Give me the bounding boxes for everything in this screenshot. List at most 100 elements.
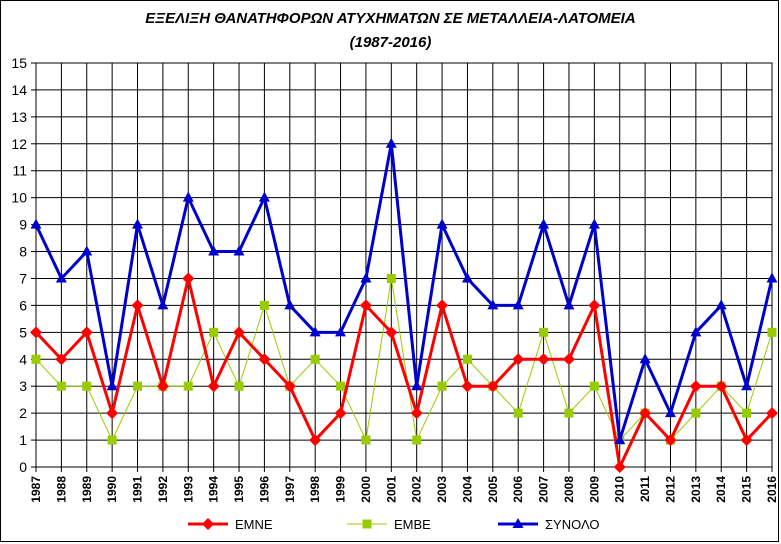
x-tick-label: 1994 <box>207 476 221 503</box>
x-tick-label: 2000 <box>359 476 373 503</box>
data-point <box>258 191 270 202</box>
data-point <box>715 380 728 393</box>
chart-subtitle: (1987-2016) <box>349 34 432 51</box>
data-point <box>639 353 651 364</box>
x-tick-label: 1988 <box>54 476 68 503</box>
data-point <box>436 299 449 312</box>
data-point <box>410 407 423 420</box>
data-point <box>259 300 269 310</box>
data-point <box>209 327 219 337</box>
data-point <box>589 381 599 391</box>
data-point <box>208 245 220 256</box>
data-point <box>359 299 372 312</box>
legend-marker <box>512 518 524 528</box>
data-point <box>742 408 752 418</box>
data-point <box>81 245 93 256</box>
chart-title: ΕΞΕΛΙΞΗ ΘΑΝΑΤΗΦΟΡΩΝ ΑΤΥΧΗΜΑΤΩΝ ΣΕ ΜΕΤΑΛΛ… <box>145 10 636 27</box>
data-point <box>360 272 372 283</box>
series-line-0 <box>34 276 774 469</box>
y-tick-label: 13 <box>11 109 27 125</box>
data-point <box>741 380 753 391</box>
data-point <box>284 299 296 310</box>
data-point <box>486 380 499 393</box>
data-point <box>690 326 702 337</box>
data-point <box>767 327 777 337</box>
y-tick-label: 2 <box>19 405 27 421</box>
data-point <box>412 435 422 445</box>
x-tick-label: 1998 <box>308 476 322 503</box>
x-tick-label: 1987 <box>29 476 43 503</box>
x-tick-label: 2002 <box>410 476 424 503</box>
data-point <box>639 407 652 420</box>
data-point <box>80 326 93 339</box>
data-point <box>461 380 474 393</box>
y-tick-label: 6 <box>19 297 27 313</box>
x-tick-label: 1990 <box>105 476 119 503</box>
x-tick-label: 1992 <box>156 476 170 503</box>
data-point <box>283 380 296 393</box>
data-point <box>233 245 245 256</box>
legend-label: ΕΜΒΕ <box>394 517 431 532</box>
x-tick-label: 1996 <box>257 476 271 503</box>
data-point <box>664 434 677 447</box>
data-point <box>689 380 702 393</box>
y-tick-label: 8 <box>19 244 27 260</box>
x-tick-label: 2003 <box>435 476 449 503</box>
data-point <box>258 353 271 366</box>
data-point <box>361 435 371 445</box>
data-point <box>614 434 626 445</box>
data-point <box>588 299 601 312</box>
data-point <box>512 299 524 310</box>
data-point <box>538 218 550 229</box>
x-tick-label: 1989 <box>80 476 94 503</box>
legend-label: ΕΜΝΕ <box>235 517 273 532</box>
x-tick-label: 2013 <box>689 476 703 503</box>
x-tick-label: 2009 <box>587 476 601 503</box>
x-tick-label: 2007 <box>537 476 551 503</box>
x-tick-label: 1997 <box>283 476 297 503</box>
data-point <box>334 407 347 420</box>
data-point <box>664 407 676 418</box>
data-point <box>613 461 626 473</box>
x-tick-label: 2015 <box>740 476 754 503</box>
x-tick-label: 2016 <box>765 476 779 503</box>
x-tick-label: 2005 <box>486 476 500 503</box>
data-point <box>107 435 117 445</box>
data-point <box>512 353 525 366</box>
data-point <box>182 191 194 202</box>
x-tick-label: 2010 <box>613 476 627 503</box>
x-tick-label: 1991 <box>131 476 145 503</box>
data-point <box>513 408 523 418</box>
series-line-2 <box>34 142 774 442</box>
y-tick-label: 4 <box>19 351 27 367</box>
data-point <box>133 381 143 391</box>
data-point <box>562 353 575 366</box>
data-point <box>537 353 550 366</box>
data-point <box>31 354 41 364</box>
y-tick-label: 5 <box>19 324 27 340</box>
data-point <box>539 327 549 337</box>
data-point <box>156 380 169 393</box>
data-point <box>207 380 220 393</box>
data-point <box>82 381 92 391</box>
data-point <box>436 218 448 229</box>
y-tick-label: 0 <box>19 459 27 475</box>
data-point <box>183 381 193 391</box>
data-point <box>437 381 447 391</box>
data-point <box>30 326 42 339</box>
y-tick-label: 12 <box>11 136 27 152</box>
data-point <box>715 299 727 310</box>
data-point <box>691 408 701 418</box>
x-tick-label: 1995 <box>232 476 246 503</box>
data-point <box>386 273 396 283</box>
y-tick-label: 11 <box>12 163 27 179</box>
data-point <box>740 434 753 447</box>
data-point <box>309 434 322 447</box>
data-point <box>462 354 472 364</box>
y-tick-label: 10 <box>11 190 27 206</box>
data-point <box>335 326 347 337</box>
y-tick-label: 9 <box>19 217 27 233</box>
data-point <box>56 381 66 391</box>
data-point <box>30 218 42 229</box>
data-point <box>55 272 67 283</box>
